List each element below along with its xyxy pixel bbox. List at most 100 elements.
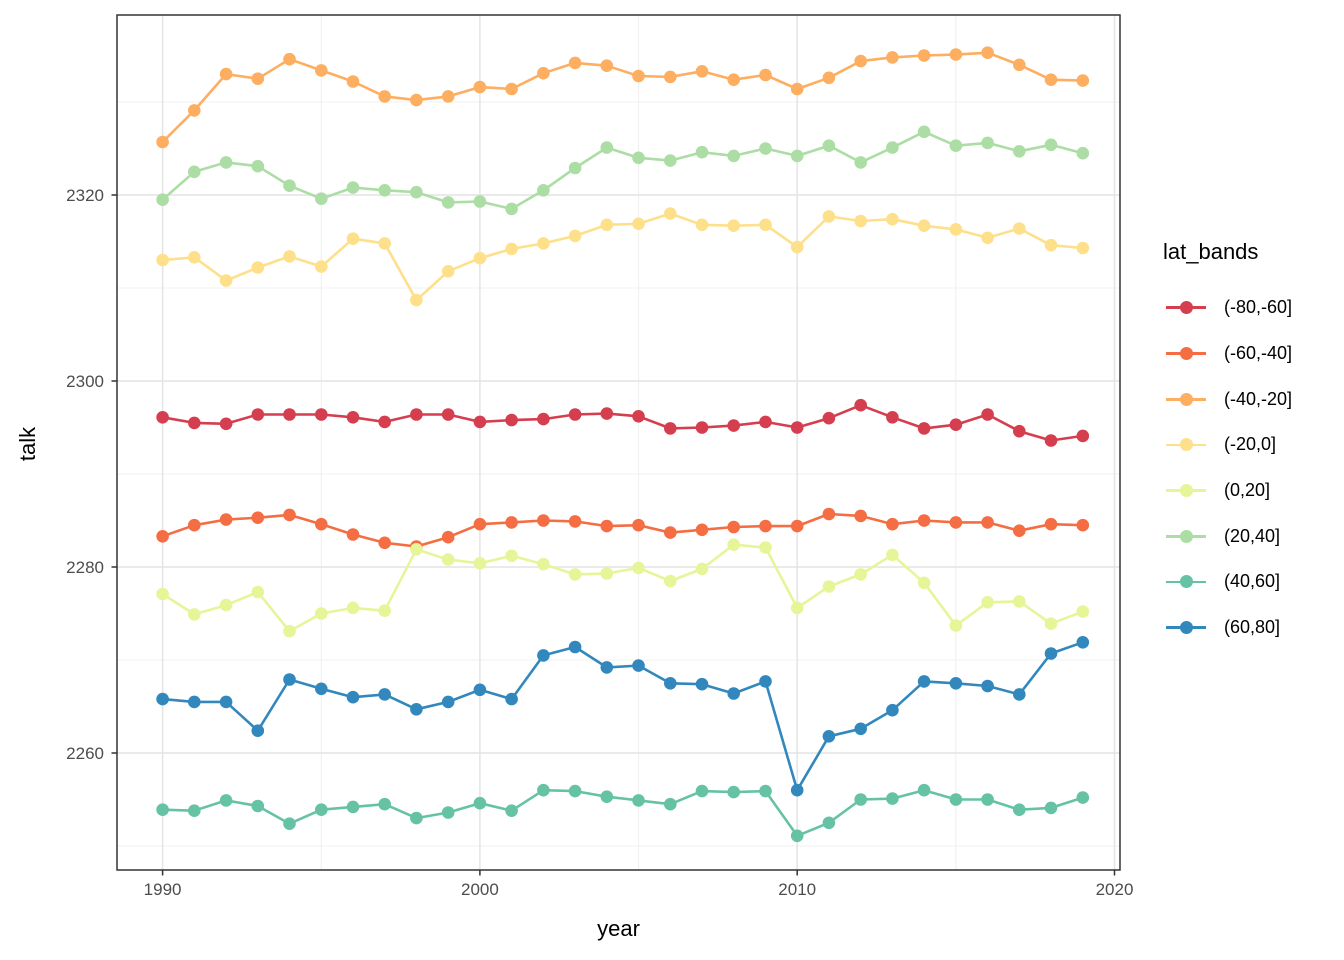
data-point <box>283 250 296 263</box>
data-point <box>664 677 677 690</box>
data-point <box>1044 73 1058 86</box>
data-point <box>632 217 645 231</box>
data-point <box>441 408 455 421</box>
data-point <box>283 508 296 522</box>
legend-title: lat_bands <box>1163 239 1259 264</box>
data-point <box>219 794 233 807</box>
data-point <box>981 596 994 609</box>
data-point <box>1044 517 1058 531</box>
data-point <box>1013 58 1026 72</box>
data-point <box>1044 238 1058 252</box>
data-point <box>854 54 867 68</box>
legend-items: (-80,-60] (-60,-40] (-40,-20] (-20,0] (0,20]… <box>1158 285 1344 651</box>
data-point <box>854 398 867 412</box>
data-point <box>632 69 645 83</box>
data-point <box>473 796 487 810</box>
data-point <box>410 543 423 556</box>
data-point <box>346 75 360 88</box>
data-point <box>473 517 487 531</box>
legend-item: (40,60] <box>1158 559 1344 605</box>
data-point <box>283 52 296 66</box>
data-point <box>759 218 772 232</box>
data-point <box>822 411 836 425</box>
data-point <box>505 242 518 256</box>
legend-key-icon <box>1166 347 1206 361</box>
data-point <box>283 624 296 638</box>
data-point <box>1013 222 1026 235</box>
data-point <box>886 212 899 226</box>
data-point <box>664 797 677 811</box>
data-point <box>822 816 836 830</box>
data-point <box>188 695 201 709</box>
data-point <box>981 408 994 421</box>
legend-key-dot <box>1179 347 1193 361</box>
legend-key-icon <box>1166 392 1206 406</box>
y-tick-label: 2300 <box>66 372 104 391</box>
panel-border <box>116 14 1121 871</box>
y-tick-label: 2320 <box>66 186 104 205</box>
data-point <box>1013 595 1026 608</box>
data-point <box>346 181 360 194</box>
data-point <box>917 675 931 688</box>
legend-key-dot <box>1179 621 1193 635</box>
legend-key-icon <box>1166 484 1206 498</box>
data-point <box>537 66 550 80</box>
data-point <box>251 261 265 274</box>
legend-key-icon <box>1166 438 1206 452</box>
data-point <box>315 260 328 273</box>
legend-key-dot <box>1179 438 1193 452</box>
data-point <box>346 800 360 814</box>
data-point <box>378 797 392 811</box>
legend-key-icon <box>1166 529 1206 543</box>
data-point <box>917 783 931 797</box>
data-point <box>156 135 169 149</box>
data-point <box>315 517 328 531</box>
x-axis-title: year <box>597 916 640 941</box>
data-point <box>283 408 296 421</box>
data-point <box>1013 424 1026 438</box>
data-point <box>886 51 899 64</box>
data-point <box>886 141 899 154</box>
data-point <box>854 722 867 736</box>
data-point <box>378 184 392 197</box>
data-point <box>790 421 804 434</box>
data-point <box>441 196 455 209</box>
x-tick-label: 2000 <box>461 880 499 899</box>
data-point <box>759 675 772 688</box>
data-point <box>473 195 487 208</box>
data-point <box>188 804 201 817</box>
data-point <box>1044 647 1058 660</box>
data-point <box>886 792 899 805</box>
data-point <box>917 576 931 590</box>
data-point <box>727 73 740 86</box>
data-point <box>727 520 740 534</box>
data-point <box>219 695 233 709</box>
data-point <box>981 793 994 806</box>
data-point <box>790 829 804 843</box>
data-point <box>188 416 201 430</box>
data-point <box>156 692 169 706</box>
data-point <box>695 421 709 434</box>
data-point <box>727 219 740 232</box>
data-point <box>664 422 677 435</box>
data-point <box>505 516 518 529</box>
data-point <box>1044 617 1058 630</box>
data-point <box>219 67 233 81</box>
data-point <box>505 549 518 563</box>
data-point <box>1013 524 1026 537</box>
data-point <box>1076 241 1090 255</box>
data-point <box>600 218 614 232</box>
data-point <box>346 411 360 424</box>
data-point <box>854 214 867 228</box>
data-point <box>219 598 233 612</box>
data-point <box>568 568 582 581</box>
data-point <box>1044 801 1058 815</box>
data-point <box>315 607 328 620</box>
data-point <box>949 677 963 690</box>
data-point <box>949 139 963 152</box>
data-point <box>156 587 169 601</box>
legend-label: (40,60] <box>1224 571 1281 592</box>
data-point <box>283 179 296 192</box>
data-point <box>156 411 169 424</box>
data-point <box>410 408 423 421</box>
